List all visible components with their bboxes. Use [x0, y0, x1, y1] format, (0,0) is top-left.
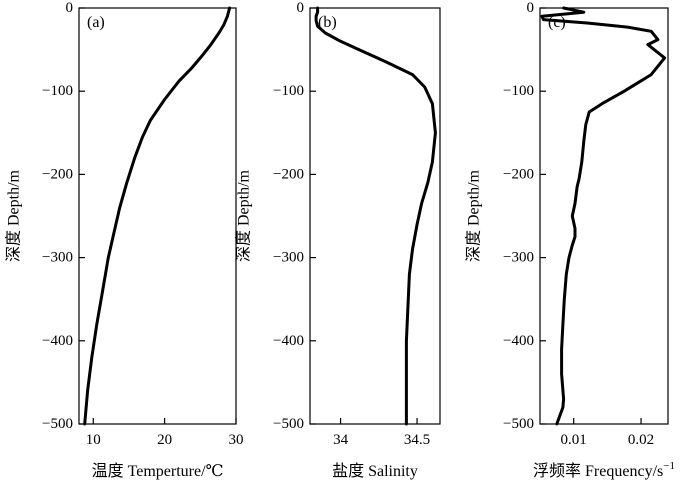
- plot-frame: [309, 7, 441, 425]
- plot-frame: [539, 7, 669, 425]
- y-tick-label: −100: [42, 83, 73, 99]
- y-tick-label: 0: [297, 0, 305, 16]
- y-axis-title: 深度 Depth/m: [465, 169, 483, 262]
- x-tick-label: 0.01: [561, 432, 587, 448]
- y-tick-label: −400: [503, 333, 534, 349]
- x-axis-title-superscript: −1: [663, 460, 675, 472]
- panel-2: 0 −100 −200 −300 −400 −500 34 34.5 (b) 盐度 Salinit…: [235, 0, 441, 480]
- y-tick-label: −200: [503, 166, 534, 182]
- panel-label: (b): [318, 14, 337, 31]
- y-tick-label: −500: [42, 416, 73, 432]
- y-tick-label: −200: [273, 166, 304, 182]
- x-axis-title: 温度 Temperture/℃: [92, 462, 224, 480]
- series-line-1: [314, 6, 437, 426]
- y-tick-label: −100: [503, 83, 534, 99]
- y-tick-label: −400: [42, 333, 73, 349]
- panel-1: 0 −100 −200 −300 −400 −500 10 20 30 (a) 温度 Tempert…: [5, 0, 244, 480]
- x-tick-label: 20: [157, 432, 172, 448]
- y-tick-label: −300: [273, 250, 304, 266]
- y-tick-label: −200: [42, 166, 73, 182]
- panel-3: 0 −100 −200 −300 −400 −500 0.01 0.02 (c) 浮频率 Freq…: [465, 0, 675, 480]
- x-axis-title-text: 温度 Temperture/℃: [92, 462, 224, 480]
- y-tick-label: −500: [273, 416, 304, 432]
- x-axis-title: 浮频率 Frequency/s−1: [533, 460, 675, 480]
- series-line-1: [540, 6, 667, 426]
- y-tick-label: −300: [503, 250, 534, 266]
- x-axis-title-text: 盐度 Salinity: [332, 462, 418, 480]
- panel-label: (c): [548, 14, 566, 31]
- y-tick-label: −100: [273, 83, 304, 99]
- y-tick-label: −500: [503, 416, 534, 432]
- y-tick-label: 0: [527, 0, 535, 16]
- plot-frame: [78, 7, 237, 425]
- x-axis-title: 盐度 Salinity: [332, 462, 418, 480]
- x-tick-label: 30: [229, 432, 244, 448]
- panel-label: (a): [87, 14, 105, 31]
- x-tick-label: 34: [333, 432, 349, 448]
- series-line-1: [83, 6, 232, 426]
- y-tick-label: −400: [273, 333, 304, 349]
- y-tick-label: 0: [66, 0, 74, 16]
- x-axis-title-text: 浮频率 Frequency/s: [533, 462, 663, 480]
- y-axis-title: 深度 Depth/m: [5, 169, 23, 262]
- x-tick-label: 0.02: [628, 432, 654, 448]
- y-axis-title: 深度 Depth/m: [235, 169, 253, 262]
- y-tick-label: −300: [42, 250, 73, 266]
- x-tick-label: 34.5: [404, 432, 430, 448]
- x-tick-label: 10: [86, 432, 101, 448]
